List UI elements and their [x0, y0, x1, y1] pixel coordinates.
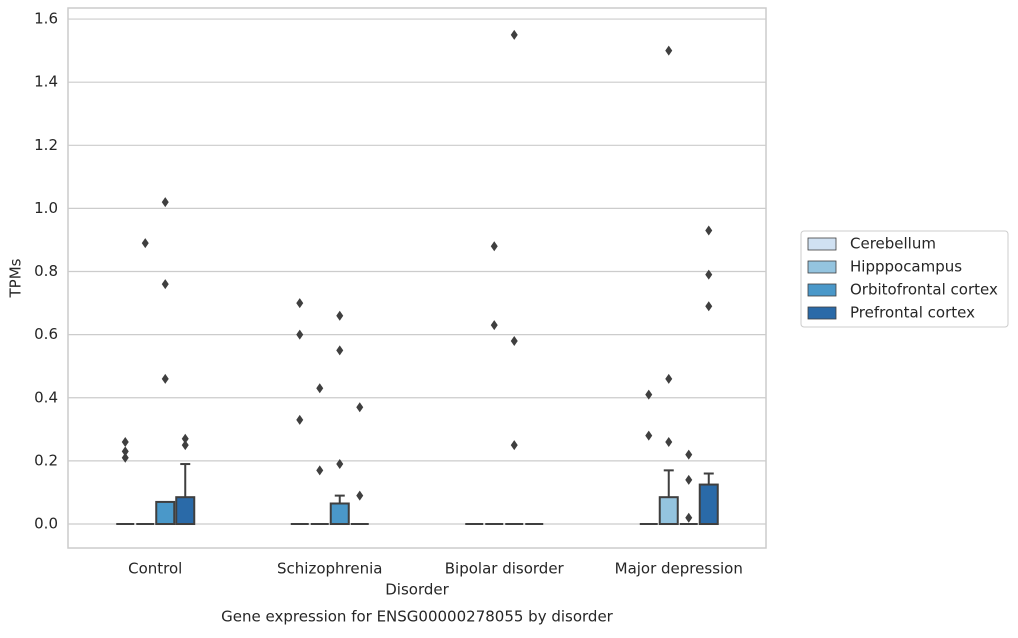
outlier: [296, 414, 304, 425]
outlier: [121, 436, 129, 447]
legend-label: Orbitofrontal cortex: [850, 281, 998, 299]
legend-swatch: [807, 283, 837, 297]
chart-title: Gene expression for ENSG00000278055 by d…: [221, 608, 614, 626]
outlier: [316, 465, 324, 476]
y-tick-label: 1.6: [34, 10, 58, 28]
box: [658, 496, 679, 526]
x-tick-label: Control: [128, 560, 182, 578]
outlier: [161, 197, 169, 208]
outlier: [510, 29, 518, 40]
y-tick-label: 1.2: [34, 136, 58, 154]
outlier: [121, 446, 129, 457]
outlier: [510, 440, 518, 451]
y-tick-label: 1.0: [34, 199, 58, 217]
outlier: [645, 430, 653, 441]
outlier: [685, 512, 693, 523]
outlier: [316, 383, 324, 394]
plot-frame: [67, 7, 767, 549]
legend-label: Hipppocampus: [850, 258, 962, 276]
outlier: [181, 440, 189, 451]
outlier: [121, 452, 129, 463]
y-tick-label: 0.2: [34, 451, 58, 469]
outlier: [705, 225, 713, 236]
x-tick-label: Schizophrenia: [277, 560, 382, 578]
outlier: [161, 279, 169, 290]
outlier: [665, 373, 673, 384]
outlier: [336, 459, 344, 470]
y-axis-label: TPMs: [7, 258, 25, 298]
x-tick-label: Major depression: [615, 560, 743, 578]
outlier: [705, 301, 713, 312]
outlier: [685, 474, 693, 485]
legend-swatch: [807, 260, 837, 274]
box: [329, 502, 350, 526]
box: [698, 483, 719, 526]
outlier: [161, 373, 169, 384]
outlier: [665, 436, 673, 447]
outlier: [356, 490, 364, 501]
outlier: [141, 238, 149, 249]
legend-swatch: [807, 237, 837, 251]
legend-label: Cerebellum: [850, 235, 936, 253]
y-tick-label: 1.4: [34, 73, 58, 91]
outlier: [181, 433, 189, 444]
outlier: [490, 320, 498, 331]
outlier: [356, 402, 364, 413]
outlier: [510, 335, 518, 346]
outlier: [665, 45, 673, 56]
box: [175, 496, 196, 526]
outlier: [336, 345, 344, 356]
outlier: [296, 298, 304, 309]
legend-frame: [800, 230, 1009, 328]
outlier: [296, 329, 304, 340]
y-tick-label: 0.0: [34, 515, 58, 533]
outlier: [336, 310, 344, 321]
legend-swatch: [807, 306, 837, 320]
outlier: [705, 269, 713, 280]
outlier: [685, 449, 693, 460]
x-axis-label: Disorder: [385, 581, 449, 599]
y-tick-label: 0.4: [34, 388, 58, 406]
legend-label: Prefrontal cortex: [850, 304, 975, 322]
box: [155, 500, 176, 526]
y-tick-label: 0.6: [34, 325, 58, 343]
outlier: [490, 241, 498, 252]
outlier: [645, 389, 653, 400]
y-tick-label: 0.8: [34, 262, 58, 280]
x-tick-label: Bipolar disorder: [445, 560, 565, 578]
